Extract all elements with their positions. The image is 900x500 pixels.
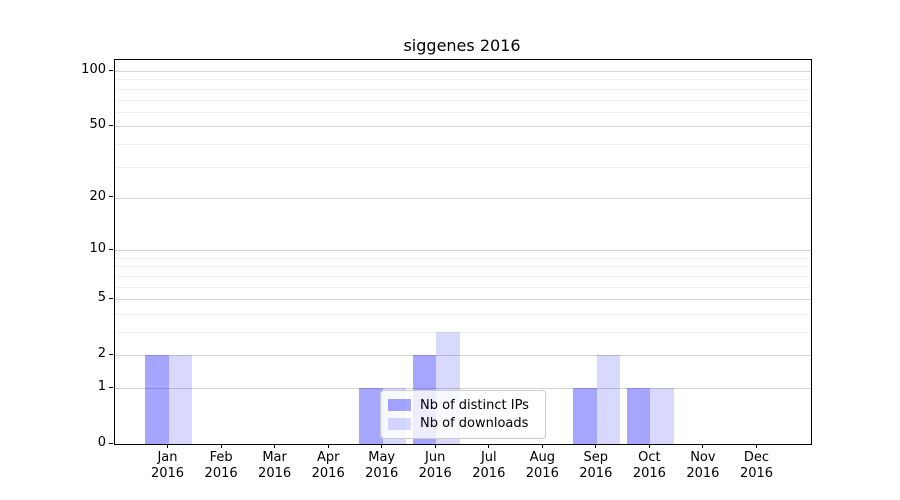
- legend-item-distinct-ips: Nb of distinct IPs: [388, 396, 538, 414]
- y-tick: [109, 69, 113, 71]
- bar-downloads-sep: [596, 355, 621, 444]
- x-tick-label: Sep 2016: [579, 450, 613, 481]
- gridline-major: [115, 388, 811, 389]
- x-tick-label: Jul 2016: [472, 450, 506, 481]
- gridline-minor: [115, 88, 811, 90]
- bar-downloads-jan: [168, 355, 192, 444]
- x-tick: [648, 444, 650, 448]
- x-tick-label: Jan 2016: [150, 450, 185, 481]
- y-tick-label: 5: [97, 290, 106, 306]
- y-tick: [109, 353, 113, 355]
- x-tick: [274, 444, 276, 448]
- gridline-minor: [115, 166, 811, 168]
- bar-distinct-ips-sep: [573, 388, 597, 444]
- gridline-minor: [115, 286, 811, 288]
- y-tick-label: 100: [81, 62, 106, 77]
- y-tick: [109, 124, 113, 126]
- gridline-minor: [115, 79, 811, 81]
- gridline-minor: [115, 266, 811, 268]
- gridline-major: [115, 71, 811, 72]
- x-tick: [167, 444, 168, 448]
- y-tick: [109, 297, 113, 299]
- x-tick: [381, 444, 383, 448]
- gridline-minor: [115, 313, 811, 315]
- y-tick-label: 2: [97, 346, 106, 362]
- gridline-minor: [115, 275, 811, 277]
- legend-item-downloads: Nb of downloads: [388, 415, 538, 433]
- legend-swatch-downloads: [388, 417, 411, 430]
- x-tick: [488, 444, 490, 448]
- x-tick-label: Oct 2016: [632, 450, 666, 481]
- y-tick-label: 0: [97, 435, 106, 450]
- x-tick-label: Nov 2016: [686, 450, 720, 481]
- x-tick: [541, 444, 543, 448]
- bar-distinct-ips-may: [359, 388, 383, 444]
- x-tick: [595, 444, 597, 448]
- y-tick-label: 20: [89, 188, 106, 204]
- gridline-major: [115, 299, 811, 301]
- y-tick-label: 1: [97, 379, 106, 394]
- legend-label-distinct-ips: Nb of distinct IPs: [420, 397, 529, 413]
- bar-distinct-ips-jan: [145, 355, 169, 444]
- x-tick-label: Jun 2016: [418, 450, 452, 481]
- legend-swatch-distinct-ips: [388, 399, 411, 412]
- x-tick-label: Apr 2016: [311, 450, 345, 481]
- gridline-major: [115, 126, 811, 128]
- legend: Nb of distinct IPs Nb of downloads: [380, 390, 546, 439]
- gridline-minor: [115, 111, 811, 113]
- gridline-major: [115, 250, 811, 252]
- y-tick: [109, 248, 113, 250]
- y-tick: [109, 196, 113, 198]
- gridline-minor: [115, 143, 811, 145]
- gridline-minor: [115, 257, 811, 259]
- chart-title: siggenes 2016: [403, 36, 521, 55]
- x-tick: [220, 444, 222, 448]
- y-tick: [109, 442, 113, 444]
- gridline-minor: [115, 99, 811, 101]
- x-tick-label: Mar 2016: [258, 450, 292, 481]
- plot-area: [114, 59, 812, 445]
- x-tick: [434, 444, 436, 448]
- bar-downloads-oct: [650, 388, 674, 444]
- gridline-major: [115, 197, 811, 199]
- x-tick-label: May 2016: [365, 450, 399, 481]
- gridline-minor: [115, 332, 811, 333]
- x-tick-label: Feb 2016: [204, 450, 238, 481]
- y-tick-label: 50: [89, 117, 106, 133]
- gridline-major: [115, 355, 811, 357]
- x-tick: [327, 444, 329, 448]
- y-tick-label: 10: [89, 241, 106, 257]
- legend-label-downloads: Nb of downloads: [420, 416, 529, 432]
- x-tick-label: Aug 2016: [525, 450, 559, 481]
- x-tick: [756, 444, 757, 448]
- bar-distinct-ips-oct: [626, 388, 651, 444]
- x-tick-label: Dec 2016: [739, 450, 774, 481]
- x-tick: [702, 444, 704, 448]
- y-tick: [109, 386, 113, 388]
